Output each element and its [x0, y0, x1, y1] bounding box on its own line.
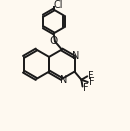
Text: F: F	[89, 77, 95, 87]
Text: F: F	[83, 83, 88, 93]
Text: F: F	[88, 71, 94, 81]
Text: Cl: Cl	[54, 0, 63, 10]
Text: N: N	[60, 75, 67, 85]
Text: O: O	[49, 36, 57, 46]
Text: N: N	[73, 51, 80, 61]
